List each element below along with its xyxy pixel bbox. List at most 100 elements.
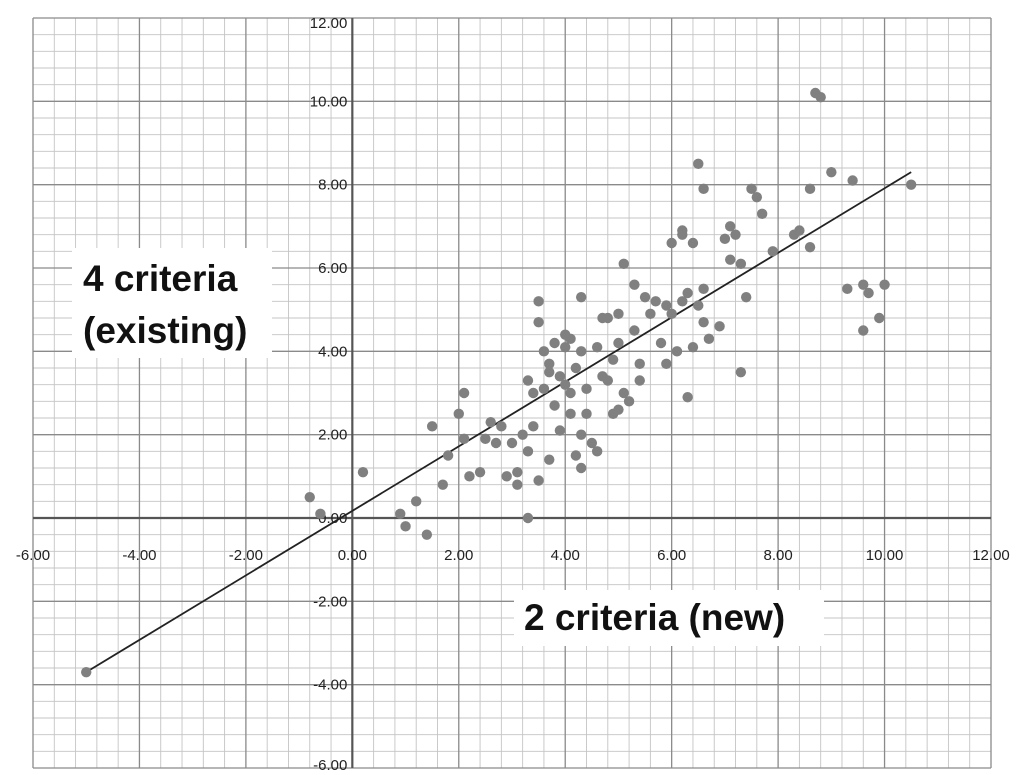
x-tick-label: 6.00 xyxy=(657,547,686,564)
data-point xyxy=(725,254,736,265)
data-point xyxy=(485,416,496,428)
data-point xyxy=(554,371,566,382)
data-point xyxy=(687,237,699,249)
data-point xyxy=(522,375,534,386)
data-point xyxy=(629,325,640,336)
data-point xyxy=(698,316,709,328)
data-point xyxy=(618,387,629,399)
data-point xyxy=(879,279,890,290)
data-point xyxy=(804,241,816,253)
data-point xyxy=(645,308,656,320)
data-point xyxy=(549,337,560,349)
y-tick-label: -4.00 xyxy=(313,677,347,694)
data-point xyxy=(544,454,555,465)
data-point xyxy=(751,191,763,203)
data-point xyxy=(618,258,629,270)
x-tick-label: -6.00 xyxy=(16,547,50,564)
data-point xyxy=(613,337,624,349)
data-point xyxy=(905,179,917,190)
data-point xyxy=(512,466,523,478)
data-point xyxy=(522,446,534,457)
x-tick-label: 0.00 xyxy=(338,547,367,564)
data-point xyxy=(533,296,544,307)
data-point xyxy=(490,437,502,449)
data-point xyxy=(719,233,731,245)
y-tick-label: 6.00 xyxy=(318,260,347,277)
data-point xyxy=(687,341,699,353)
data-point xyxy=(842,283,853,295)
x-tick-label: 12.00 xyxy=(972,547,1010,564)
data-point xyxy=(639,291,651,303)
data-point xyxy=(575,346,587,357)
data-point xyxy=(735,258,747,270)
y-tick-label: -2.00 xyxy=(313,593,347,610)
x-tick-label: -2.00 xyxy=(229,547,263,564)
data-point xyxy=(442,450,454,461)
y-axis-label-bg xyxy=(72,248,272,358)
data-point xyxy=(581,383,592,395)
data-point xyxy=(549,400,560,411)
data-point xyxy=(421,529,433,540)
data-point xyxy=(698,183,709,195)
data-point xyxy=(634,375,645,386)
data-point xyxy=(735,366,747,378)
data-point xyxy=(304,491,315,503)
data-point xyxy=(725,221,736,232)
data-point xyxy=(581,408,592,420)
data-point xyxy=(522,512,534,524)
data-point xyxy=(682,287,693,299)
x-tick-label: -4.00 xyxy=(122,547,156,564)
data-point xyxy=(395,508,406,520)
data-point xyxy=(693,158,704,170)
x-axis-label-bg xyxy=(514,590,824,646)
data-point xyxy=(613,404,624,415)
data-point xyxy=(533,316,544,328)
data-point xyxy=(858,279,869,290)
y-tick-label: 2.00 xyxy=(318,427,347,444)
data-point xyxy=(453,408,464,420)
data-point xyxy=(357,466,369,478)
data-point xyxy=(602,312,613,324)
y-axis-label-line-2: (existing) xyxy=(83,310,247,351)
y-tick-labels: -6.00-4.00-2.000.002.004.006.008.0010.00… xyxy=(310,15,348,774)
data-point xyxy=(554,425,566,436)
data-point xyxy=(575,291,587,303)
data-point xyxy=(746,183,757,195)
x-tick-labels: -6.00 -4.00 -2.00 0.00 2.00 4.00 6.00 8.00 10.00… xyxy=(16,547,1010,564)
data-point xyxy=(565,387,576,399)
data-point xyxy=(682,391,693,403)
data-point xyxy=(533,475,544,486)
data-point xyxy=(570,362,582,374)
data-point xyxy=(826,166,837,178)
data-point xyxy=(538,383,550,395)
data-point xyxy=(538,346,550,357)
data-points xyxy=(81,87,917,678)
data-point xyxy=(794,225,805,236)
data-point xyxy=(575,429,587,440)
data-point xyxy=(560,379,571,390)
data-point xyxy=(517,429,528,440)
data-point xyxy=(714,321,725,332)
data-point xyxy=(730,229,741,240)
y-axis-label-line-1: 4 criteria xyxy=(83,258,238,299)
data-point xyxy=(671,346,683,357)
data-point xyxy=(655,337,667,349)
data-point xyxy=(666,237,677,249)
data-point xyxy=(458,433,470,445)
x-tick-label: 8.00 xyxy=(764,547,793,564)
data-point xyxy=(613,308,624,320)
data-point xyxy=(858,325,869,336)
major-grid xyxy=(32,17,992,769)
minor-grid xyxy=(33,18,991,768)
data-point xyxy=(586,437,598,449)
data-point xyxy=(570,450,582,461)
x-tick-label: 2.00 xyxy=(444,547,473,564)
data-point xyxy=(874,312,885,324)
data-point xyxy=(81,666,92,678)
data-point xyxy=(501,471,512,482)
data-point xyxy=(528,387,539,399)
data-point xyxy=(756,208,768,220)
data-point xyxy=(496,421,507,432)
data-point xyxy=(315,508,326,520)
